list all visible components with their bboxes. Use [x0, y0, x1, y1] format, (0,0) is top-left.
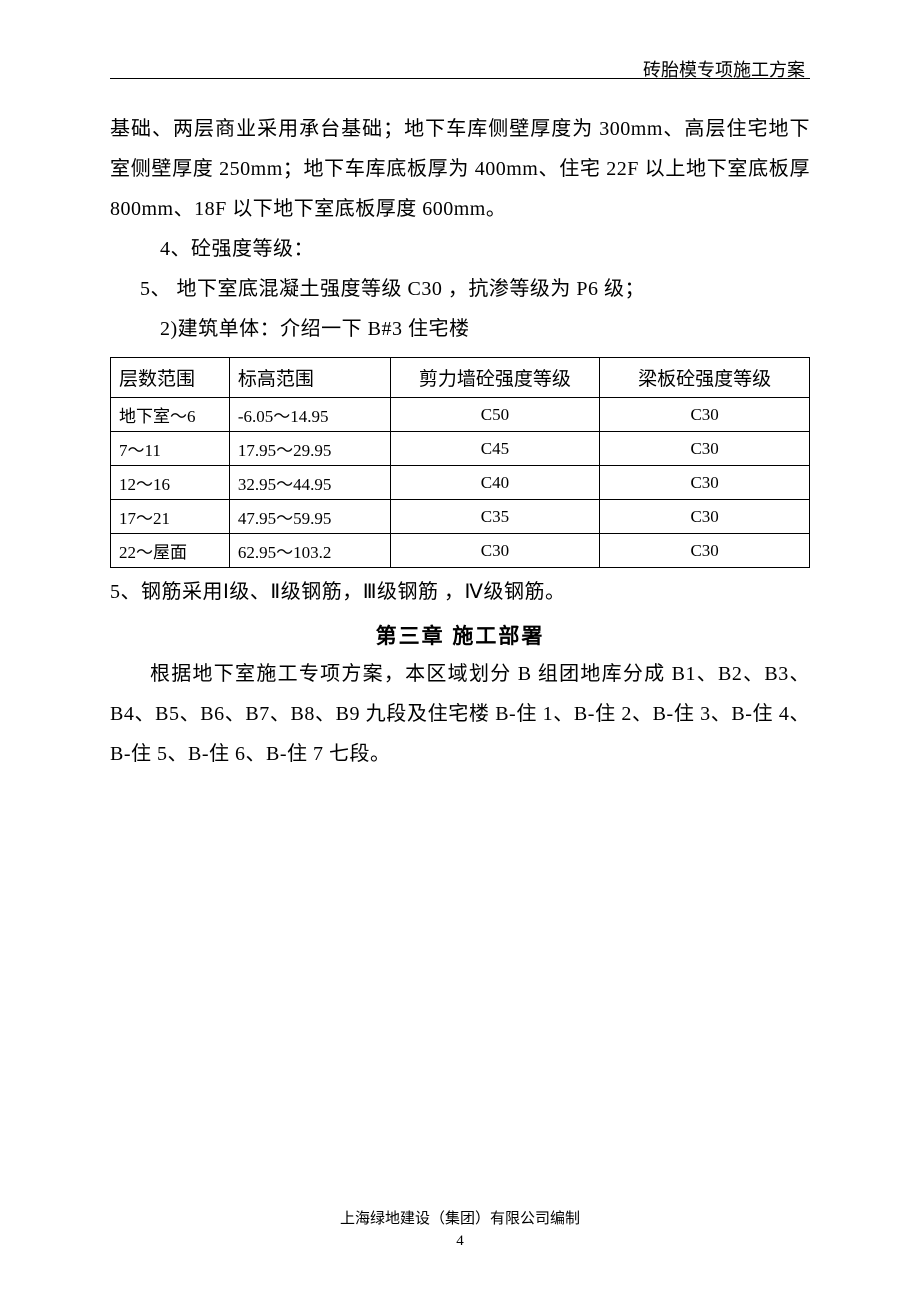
footer-company: 上海绿地建设（集团）有限公司编制: [0, 1208, 920, 1230]
paragraph-structure: 基础、两层商业采用承台基础；地下车库侧壁厚度为 300mm、高层住宅地下室侧壁厚…: [110, 109, 810, 229]
footer-page-number: 4: [0, 1230, 920, 1252]
table-cell: 22～屋面: [111, 534, 230, 568]
table-cell: C30: [600, 466, 810, 500]
table-cell: C30: [600, 432, 810, 466]
table-cell: 17.95～29.95: [229, 432, 390, 466]
table-cell: 32.95～44.95: [229, 466, 390, 500]
table-header-floors: 层数范围: [111, 358, 230, 398]
table-row: 地下室～6 -6.05～14.95 C50 C30: [111, 398, 810, 432]
paragraph-basement-concrete: 5、 地下室底混凝土强度等级 C30 ，抗渗等级为 P6 级；: [110, 269, 810, 309]
table-cell: 12～16: [111, 466, 230, 500]
table-header-row: 层数范围 标高范围 剪力墙砼强度等级 梁板砼强度等级: [111, 358, 810, 398]
table-cell: C45: [390, 432, 600, 466]
table-cell: C30: [600, 500, 810, 534]
table-cell: C50: [390, 398, 600, 432]
table-cell: 62.95～103.2: [229, 534, 390, 568]
page-footer: 上海绿地建设（集团）有限公司编制 4: [0, 1208, 920, 1252]
paragraph-strength-heading: 4、砼强度等级：: [110, 229, 810, 269]
table-cell: 地下室～6: [111, 398, 230, 432]
table-row: 17～21 47.95～59.95 C35 C30: [111, 500, 810, 534]
header-separator: [110, 78, 810, 79]
table-cell: C40: [390, 466, 600, 500]
table-cell: C35: [390, 500, 600, 534]
table-row: 22～屋面 62.95～103.2 C30 C30: [111, 534, 810, 568]
strength-table: 层数范围 标高范围 剪力墙砼强度等级 梁板砼强度等级 地下室～6 -6.05～1…: [110, 357, 810, 568]
table-cell: 47.95～59.95: [229, 500, 390, 534]
table-row: 7～11 17.95～29.95 C45 C30: [111, 432, 810, 466]
table-header-shearwall: 剪力墙砼强度等级: [390, 358, 600, 398]
table-header-beamslab: 梁板砼强度等级: [600, 358, 810, 398]
paragraph-zoning: 根据地下室施工专项方案，本区域划分 B 组团地库分成 B1、B2、B3、B4、B…: [110, 654, 810, 774]
paragraph-rebar: 5、钢筋采用Ⅰ级、Ⅱ级钢筋，Ⅲ级钢筋 ，Ⅳ级钢筋。: [110, 572, 810, 612]
table-header-elevation: 标高范围: [229, 358, 390, 398]
table-cell: C30: [600, 534, 810, 568]
table-cell: C30: [600, 398, 810, 432]
table-cell: 17～21: [111, 500, 230, 534]
paragraph-building-intro: 2)建筑单体：介绍一下 B#3 住宅楼: [110, 309, 810, 349]
page-container: 基础、两层商业采用承台基础；地下车库侧壁厚度为 300mm、高层住宅地下室侧壁厚…: [0, 0, 920, 814]
content-area: 基础、两层商业采用承台基础；地下车库侧壁厚度为 300mm、高层住宅地下室侧壁厚…: [110, 79, 810, 774]
table-cell: -6.05～14.95: [229, 398, 390, 432]
table-cell: C30: [390, 534, 600, 568]
table-row: 12～16 32.95～44.95 C40 C30: [111, 466, 810, 500]
table-cell: 7～11: [111, 432, 230, 466]
chapter-title: 第三章 施工部署: [110, 620, 810, 650]
